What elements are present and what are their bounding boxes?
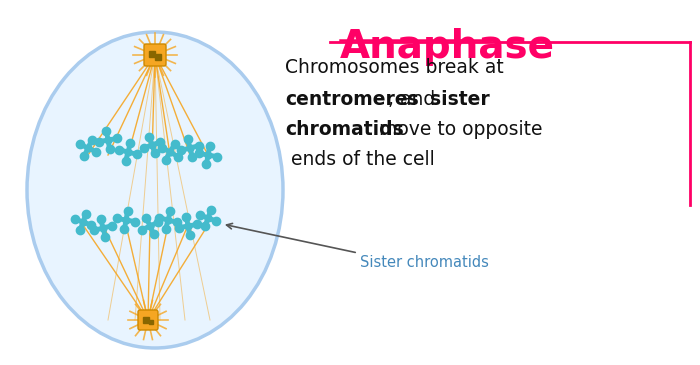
Text: sister: sister [430, 90, 490, 109]
Text: centromeres: centromeres [285, 90, 419, 109]
Text: Anaphase: Anaphase [340, 28, 555, 66]
Text: chromatids: chromatids [285, 120, 404, 139]
Text: , and: , and [388, 90, 441, 109]
Ellipse shape [27, 32, 283, 348]
FancyBboxPatch shape [144, 44, 166, 66]
Text: ends of the cell: ends of the cell [285, 150, 435, 169]
Text: move to opposite: move to opposite [373, 120, 542, 139]
Text: Sister chromatids: Sister chromatids [360, 255, 489, 270]
FancyBboxPatch shape [138, 310, 158, 330]
Text: Chromosomes break at: Chromosomes break at [285, 58, 504, 77]
